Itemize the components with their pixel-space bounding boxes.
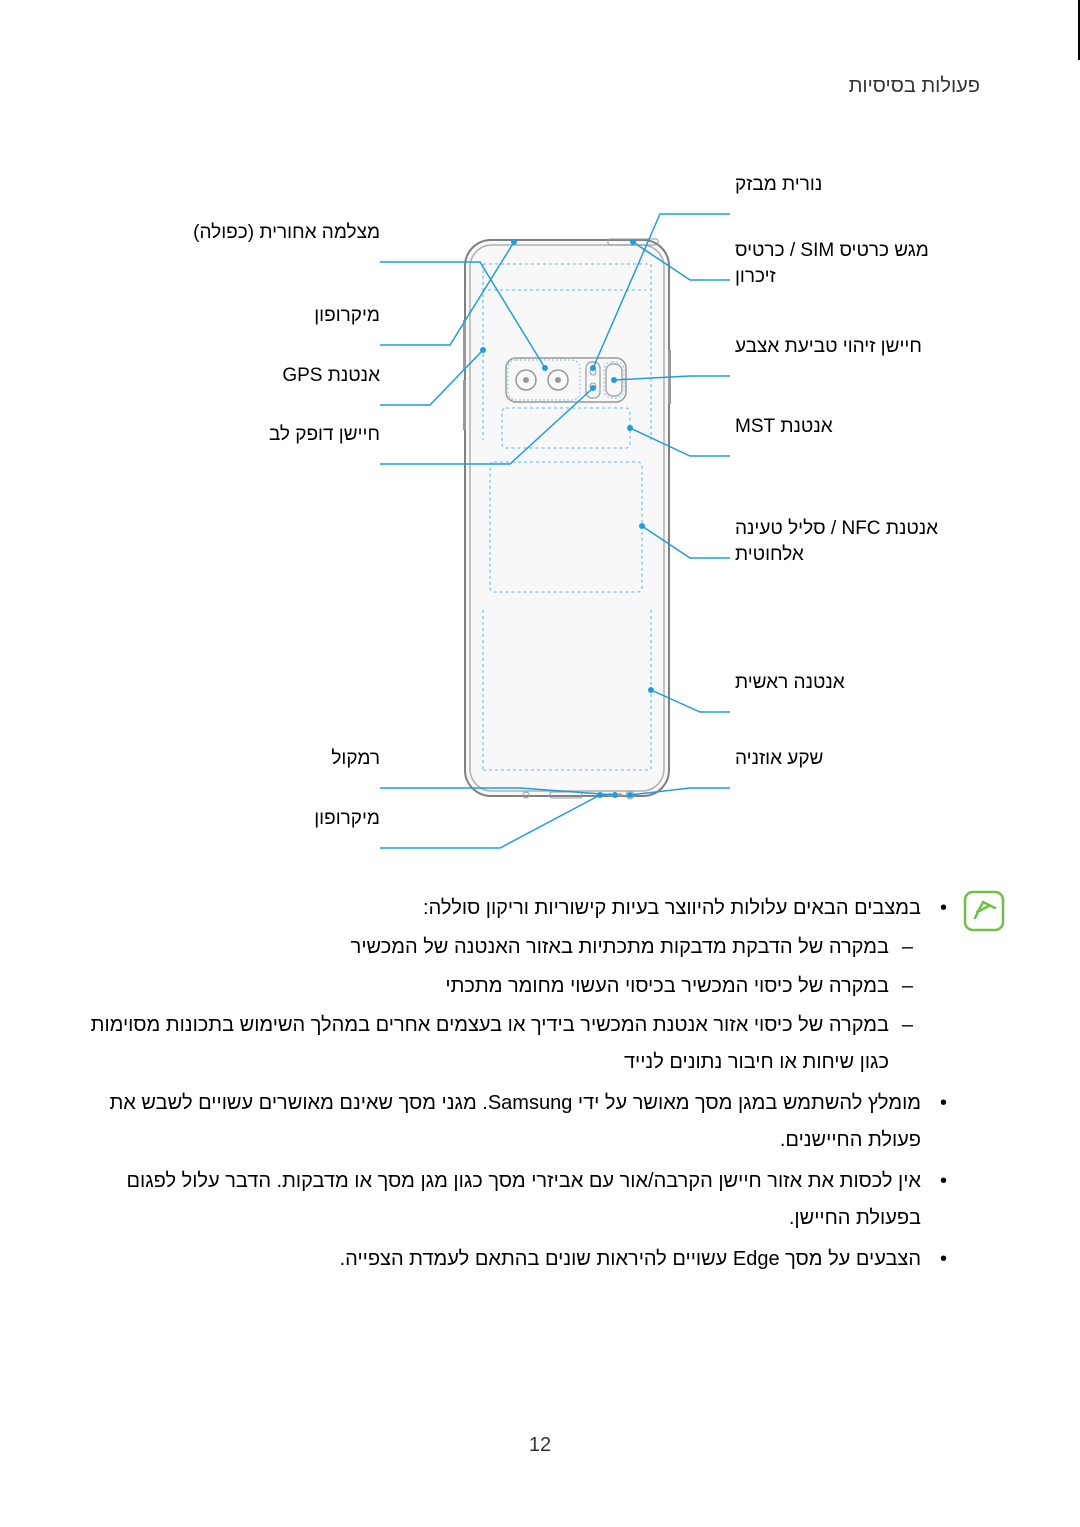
label-sim-tray-1: מגש כרטיס SIM / כרטיס [735, 240, 929, 262]
note-text: במצבים הבאים עלולות להיווצר בעיות קישורי… [423, 897, 921, 919]
label-microphone-bottom: מיקרופון [314, 808, 380, 830]
label-heart-rate: חיישן דופק לב [269, 424, 380, 446]
notes-section: במצבים הבאים עלולות להיווצר בעיות קישורי… [75, 890, 1005, 1282]
label-headphone-jack: שקע אוזניה [735, 748, 823, 770]
page-header: פעולות בסיסיות [849, 75, 980, 98]
sub-note: במקרה של כיסוי המכשיר בכיסוי העשוי מחומר… [75, 968, 921, 1005]
page-number: 12 [0, 1434, 1080, 1457]
note-item: במצבים הבאים עלולות להיווצר בעיות קישורי… [75, 890, 947, 1081]
label-flash-led: נורית מבזק [735, 174, 822, 196]
label-rear-camera: מצלמה אחורית (כפולה) [193, 222, 380, 244]
label-main-antenna: אנטנה ראשית [735, 672, 845, 694]
label-speaker: רמקול [331, 748, 380, 770]
note-item: הצבעים על מסך Edge עשויים להיראות שונים … [75, 1241, 947, 1278]
sub-note: במקרה של כיסוי אזור אנטנת המכשיר בידיך א… [75, 1007, 921, 1081]
label-nfc-coil-1: אנטנת NFC / סליל טעינה [735, 518, 938, 540]
label-microphone-top: מיקרופון [314, 305, 380, 327]
label-nfc-coil-2: אלחוטית [735, 544, 804, 566]
label-mst-antenna: אנטנת MST [735, 416, 833, 438]
note-item: מומלץ להשתמש במגן מסך מאושר על ידי Samsu… [75, 1085, 947, 1159]
notes-list: במצבים הבאים עלולות להיווצר בעיות קישורי… [75, 890, 947, 1278]
phone-diagram: מצלמה אחורית (כפולה) מיקרופון אנטנת GPS … [0, 160, 1080, 860]
label-fingerprint: חיישן זיהוי טביעת אצבע [735, 336, 922, 358]
label-sim-tray-2: זיכרון [735, 266, 776, 288]
sub-note: במקרה של הדבקת מדבקות מתכתיות באזור האנט… [75, 929, 921, 966]
label-gps-antenna: אנטנת GPS [282, 365, 380, 387]
note-item: אין לכסות את אזור חיישן הקרבה/אור עם אבי… [75, 1163, 947, 1237]
note-icon [963, 890, 1005, 932]
